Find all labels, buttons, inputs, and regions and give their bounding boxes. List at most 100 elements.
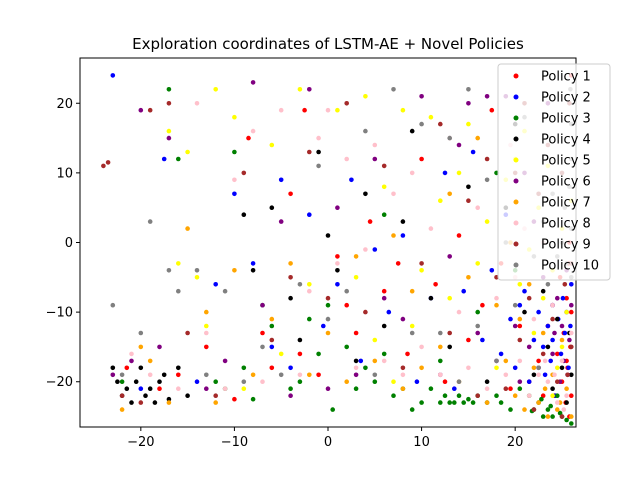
data-point-series-10 [176, 288, 181, 294]
data-point-series-2 [569, 282, 574, 287]
data-point-series-9 [475, 393, 481, 399]
data-point-series-2 [110, 73, 116, 78]
data-point-series-1 [456, 233, 462, 238]
data-point-series-4 [353, 358, 359, 364]
data-point-series-2 [480, 337, 485, 343]
data-point-series-3 [564, 417, 569, 423]
data-point-series-10 [456, 379, 462, 385]
data-point-series-8 [526, 393, 532, 399]
data-point-series-3 [176, 156, 181, 162]
data-point-series-10 [466, 87, 471, 92]
x-tick-label: −20 [127, 435, 154, 450]
data-point-series-9 [166, 101, 172, 106]
data-point-series-3 [447, 400, 453, 405]
legend-label: Policy 7 [541, 196, 591, 211]
legend-marker [513, 199, 519, 205]
data-point-series-8 [419, 344, 424, 350]
data-point-series-4 [241, 212, 247, 217]
data-point-series-3 [372, 379, 378, 385]
data-point-series-9 [288, 275, 293, 280]
data-point-series-7 [438, 344, 443, 350]
data-point-series-9 [185, 330, 190, 336]
data-point-series-5 [335, 107, 340, 113]
data-point-series-8 [466, 365, 471, 371]
data-point-series-6 [555, 295, 560, 301]
data-point-series-1 [353, 330, 359, 336]
data-point-series-3 [466, 396, 471, 402]
data-point-series-9 [555, 379, 560, 385]
data-point-series-4 [550, 386, 555, 392]
data-point-series-10 [484, 177, 490, 183]
data-point-series-7 [559, 337, 565, 343]
data-point-series-9 [241, 170, 247, 176]
data-point-series-10 [110, 302, 116, 308]
data-point-series-6 [372, 156, 378, 162]
data-point-series-7 [185, 226, 190, 231]
legend-marker [513, 220, 519, 226]
data-point-series-6 [307, 87, 312, 92]
data-point-series-3 [555, 393, 560, 399]
data-point-series-1 [260, 330, 265, 336]
data-point-series-4 [569, 372, 574, 378]
data-point-series-7 [232, 268, 237, 273]
data-point-series-7 [569, 414, 574, 419]
data-point-series-6 [129, 358, 134, 364]
data-point-series-6 [567, 337, 572, 343]
data-point-series-8 [176, 386, 181, 392]
data-point-series-10 [222, 288, 228, 294]
y-tick-label: 20 [56, 97, 73, 112]
data-point-series-7 [545, 414, 551, 419]
data-point-series-10 [260, 344, 265, 350]
data-point-series-6 [110, 372, 116, 378]
data-point-series-1 [335, 254, 340, 259]
data-point-series-3 [517, 386, 523, 392]
data-point-series-1 [246, 135, 251, 141]
data-point-series-8 [564, 393, 569, 399]
data-point-series-10 [438, 330, 443, 336]
data-point-series-5 [438, 198, 443, 203]
data-point-series-5 [204, 323, 209, 329]
data-point-series-7 [213, 400, 218, 405]
data-point-series-8 [381, 358, 387, 364]
legend-marker [513, 136, 519, 142]
data-point-series-5 [363, 94, 368, 99]
data-point-series-4 [540, 288, 546, 294]
data-point-series-6 [353, 372, 359, 378]
data-point-series-9 [344, 101, 350, 106]
data-point-series-10 [344, 288, 350, 294]
data-point-series-1 [344, 302, 350, 308]
data-point-series-5 [194, 275, 200, 280]
data-point-series-8 [517, 358, 523, 364]
data-point-series-3 [391, 393, 396, 399]
data-point-series-4 [381, 323, 387, 329]
data-point-series-9 [105, 160, 111, 165]
legend-marker [513, 178, 519, 184]
legend-label: Policy 2 [541, 91, 591, 106]
data-point-series-9 [381, 163, 387, 169]
data-point-series-5 [166, 128, 172, 134]
data-point-series-3 [213, 379, 218, 385]
data-point-series-1 [508, 386, 513, 392]
data-point-series-3 [269, 323, 275, 329]
data-point-series-2 [540, 344, 546, 350]
data-point-series-4 [269, 205, 275, 210]
data-point-series-7 [147, 358, 153, 364]
data-point-series-7 [536, 400, 541, 405]
data-point-series-2 [386, 309, 392, 315]
data-point-series-2 [335, 282, 340, 287]
data-point-series-5 [307, 282, 312, 287]
data-point-series-2 [560, 295, 566, 301]
data-point-series-1 [540, 393, 546, 399]
data-point-series-3 [508, 407, 513, 412]
data-point-series-3 [498, 400, 504, 405]
data-point-series-4 [325, 233, 331, 238]
data-point-series-7 [204, 309, 209, 315]
data-point-series-6 [288, 393, 293, 399]
data-point-series-2 [161, 156, 167, 162]
data-point-series-8 [555, 400, 560, 405]
data-point-series-10 [241, 379, 247, 385]
data-point-series-8 [297, 372, 303, 378]
data-point-series-3 [232, 149, 237, 155]
data-point-series-8 [250, 128, 256, 134]
data-point-series-8 [204, 330, 209, 336]
